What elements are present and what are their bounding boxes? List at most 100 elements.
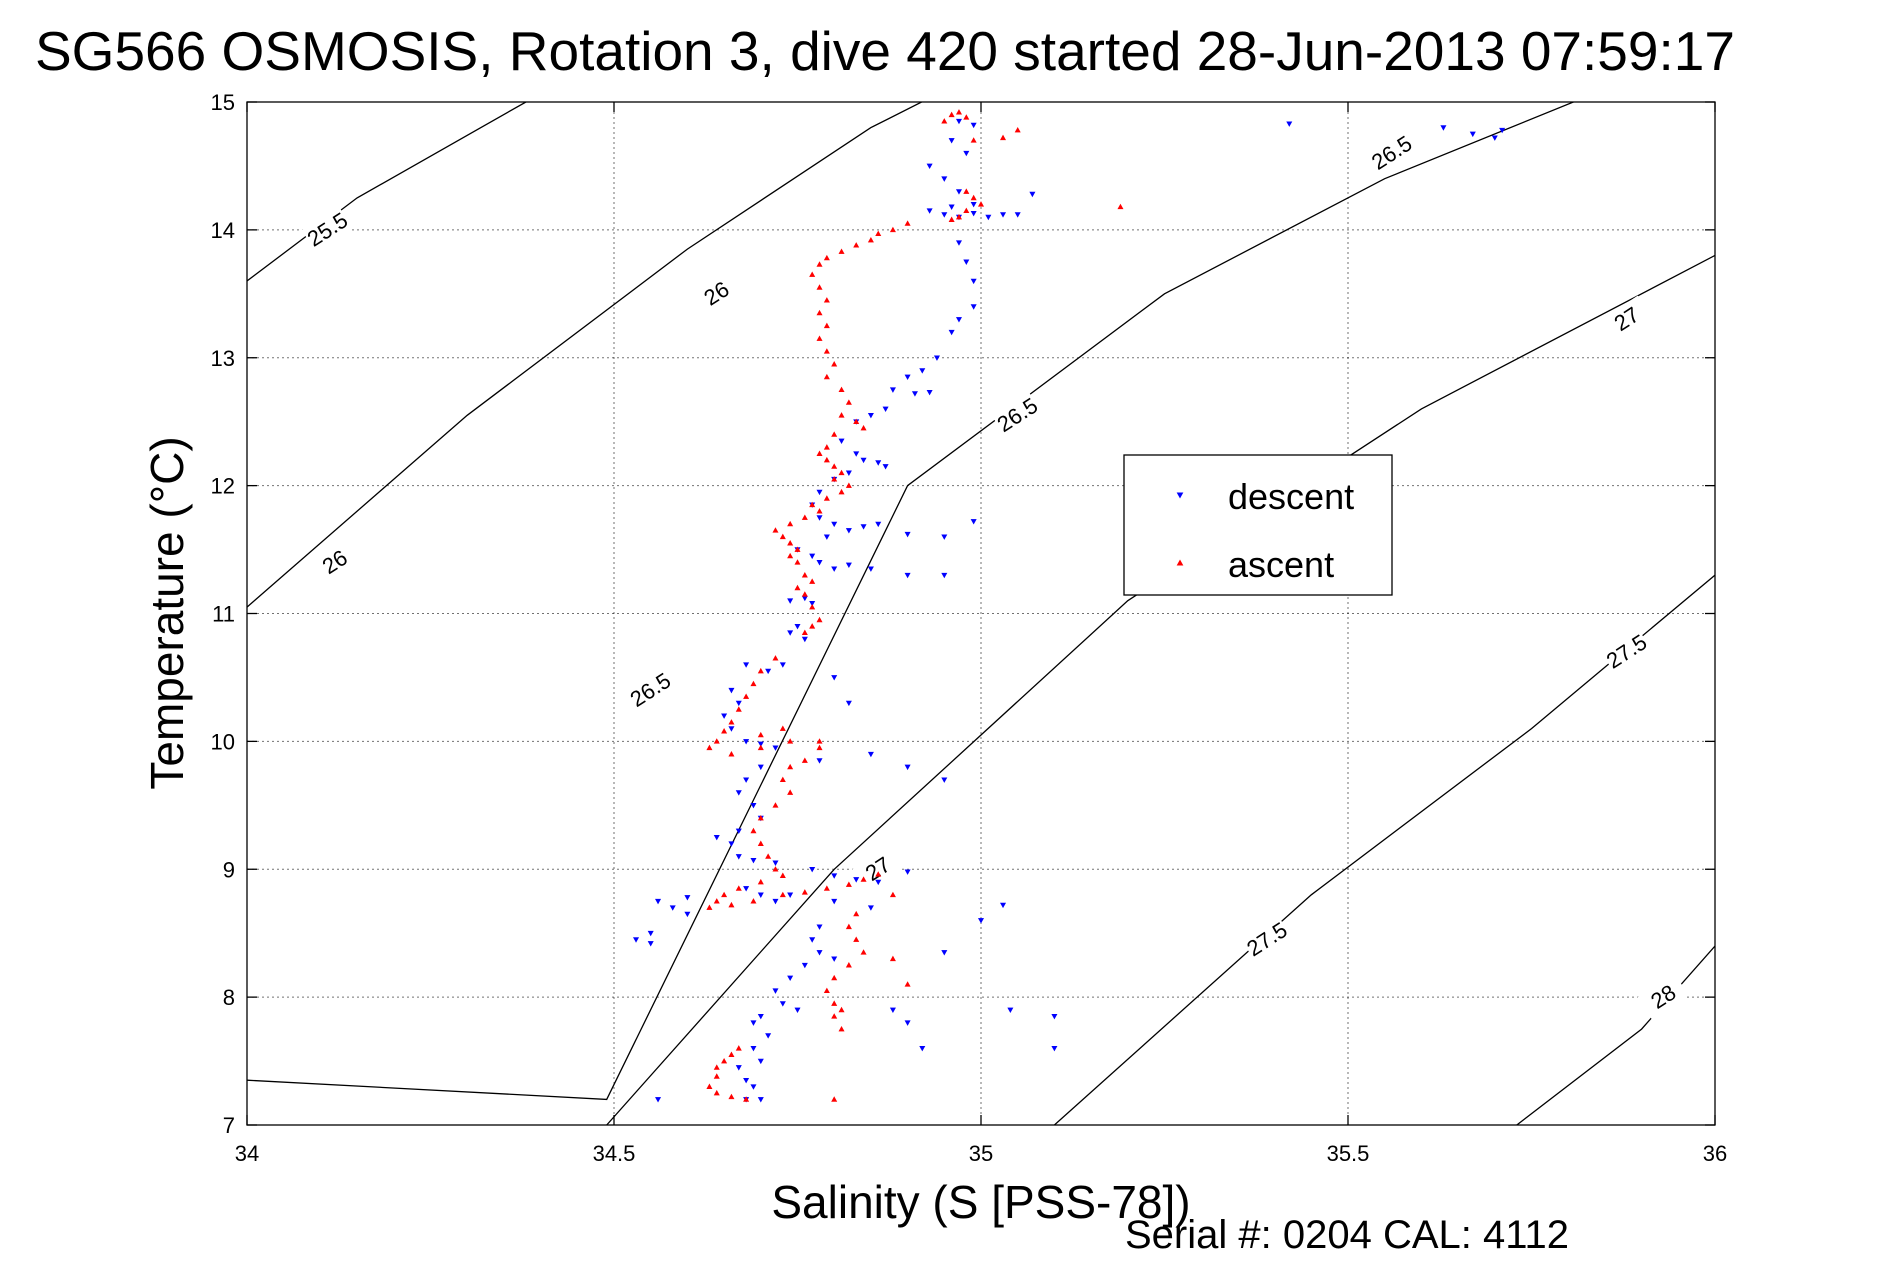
ascent-point xyxy=(963,207,970,213)
ascent-point xyxy=(787,738,794,744)
ascent-point xyxy=(794,559,801,565)
descent-point xyxy=(787,598,794,604)
descent-point xyxy=(816,950,823,956)
ascent-point xyxy=(809,501,816,508)
ascent-point xyxy=(860,949,867,955)
ascent-point xyxy=(823,348,830,354)
descent-point xyxy=(926,389,933,396)
descent-point xyxy=(1491,135,1498,141)
descent-point xyxy=(831,956,838,962)
contour-line-25-5 xyxy=(247,102,527,282)
legend-label-descent: descent xyxy=(1228,476,1354,517)
ascent-point xyxy=(816,738,823,744)
y-axis-label: Temperature (°C) xyxy=(141,436,193,789)
ascent-point xyxy=(823,444,830,450)
ascent-point xyxy=(955,109,962,115)
descent-point xyxy=(882,464,889,470)
y-tick-label: 11 xyxy=(212,602,235,627)
descent-point xyxy=(750,857,757,864)
descent-point xyxy=(867,751,874,758)
ascent-point xyxy=(831,974,838,981)
contour-line-26-5 xyxy=(247,102,1576,1101)
descent-point xyxy=(779,1001,786,1007)
descent-point xyxy=(787,892,794,898)
ascent-point xyxy=(816,284,823,290)
legend-marker-descent xyxy=(1176,492,1184,499)
descent-point xyxy=(919,1045,926,1052)
x-tick-label: 35 xyxy=(969,1141,993,1166)
chart-title: SG566 OSMOSIS, Rotation 3, dive 420 star… xyxy=(35,20,1735,82)
descent-point xyxy=(904,572,911,579)
ascent-point xyxy=(904,220,911,226)
descent-point xyxy=(875,879,882,886)
ascent-point xyxy=(963,188,970,194)
ascent-point xyxy=(816,261,823,267)
ascent-point xyxy=(941,118,948,124)
ascent-point xyxy=(713,738,720,744)
data-points xyxy=(633,109,1506,1103)
descent-point xyxy=(831,873,838,879)
contour-label-bg xyxy=(1600,628,1652,674)
descent-point xyxy=(728,687,735,694)
ascent-point xyxy=(816,744,823,751)
descent-point xyxy=(948,138,955,144)
ascent-point xyxy=(735,1045,742,1051)
ascent-point xyxy=(831,1000,838,1006)
ascent-point xyxy=(860,876,867,882)
descent-point xyxy=(655,898,662,905)
descent-point xyxy=(941,777,948,783)
ascent-point xyxy=(838,1025,845,1032)
ascent-point xyxy=(772,866,779,872)
descent-point xyxy=(743,662,750,668)
ascent-point xyxy=(765,853,772,859)
y-tick-label: 10 xyxy=(211,729,235,754)
ascent-point xyxy=(977,201,985,207)
descent-point xyxy=(809,937,816,943)
ascent-point xyxy=(823,987,830,994)
descent-point xyxy=(743,777,750,783)
ascent-point xyxy=(728,1051,735,1057)
descent-point xyxy=(816,758,823,764)
descent-point xyxy=(831,898,838,905)
ascent-point xyxy=(823,885,830,891)
descent-point xyxy=(845,528,852,534)
grid-layer xyxy=(247,102,1715,1125)
descent-point xyxy=(970,519,977,525)
descent-point xyxy=(765,1033,772,1039)
ascent-point xyxy=(779,533,786,540)
x-tick-label: 34.5 xyxy=(593,1141,636,1166)
descent-point xyxy=(735,854,742,860)
ascent-point xyxy=(772,655,779,661)
descent-point xyxy=(728,726,735,732)
descent-point xyxy=(1007,1007,1014,1014)
ascent-point xyxy=(706,904,713,910)
ascent-point xyxy=(735,706,742,712)
ascent-point xyxy=(955,213,962,220)
ascent-point xyxy=(816,508,823,514)
descent-point xyxy=(889,387,896,393)
descent-point xyxy=(684,911,691,918)
descent-point xyxy=(904,531,911,538)
ascent-point xyxy=(823,297,830,303)
descent-point xyxy=(845,562,852,569)
ascent-point xyxy=(1014,127,1021,133)
legend-label-ascent: ascent xyxy=(1228,544,1334,585)
contour-label-bg xyxy=(309,538,361,585)
ascent-point xyxy=(772,802,779,808)
descent-point xyxy=(1029,191,1036,198)
ascent-point xyxy=(845,399,852,405)
descent-point xyxy=(794,1007,801,1014)
ascent-point xyxy=(721,891,728,898)
descent-point xyxy=(882,406,889,413)
descent-point xyxy=(926,163,933,170)
descent-point xyxy=(955,240,962,246)
descent-point xyxy=(816,489,823,496)
ascent-point xyxy=(845,923,852,930)
ascent-point xyxy=(970,137,977,143)
ascent-point xyxy=(787,552,794,559)
ascent-point xyxy=(831,431,838,437)
ascent-point xyxy=(853,910,860,917)
descent-point xyxy=(757,764,764,771)
descent-point xyxy=(1051,1045,1058,1052)
ascent-point xyxy=(853,936,860,942)
